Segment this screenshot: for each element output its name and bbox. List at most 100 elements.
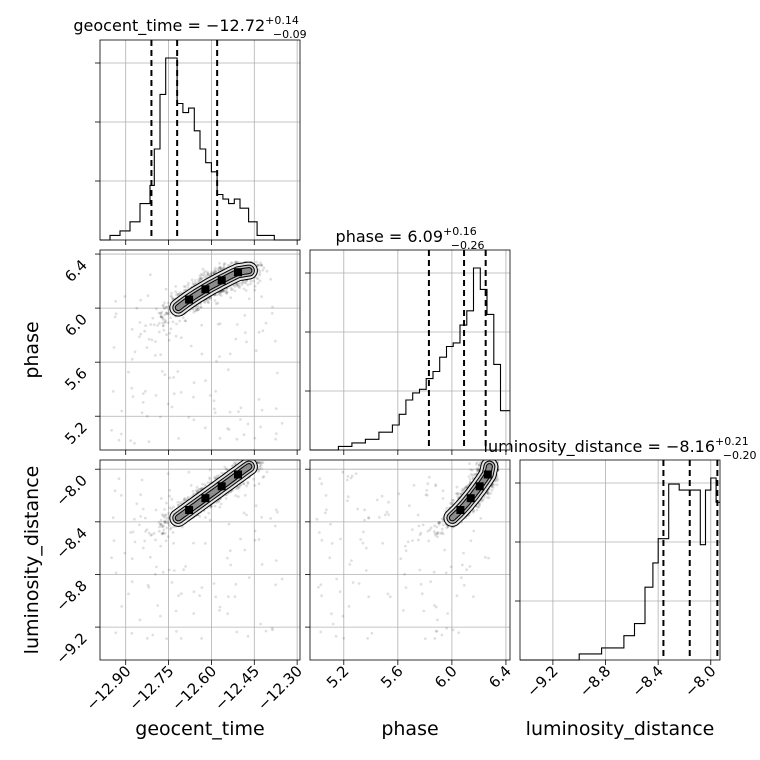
sample-point: [239, 537, 242, 541]
sample-point: [433, 524, 436, 528]
sample-point: [246, 480, 250, 484]
sample-point: [258, 272, 262, 276]
sample-point: [190, 278, 194, 282]
sample-point: [236, 284, 240, 288]
sample-point: [249, 282, 253, 286]
sample-point: [159, 315, 163, 319]
sample-point: [146, 583, 150, 587]
sample-point: [276, 371, 279, 375]
sample-point: [127, 592, 130, 596]
sample-point: [226, 612, 230, 616]
sample-point: [257, 274, 261, 277]
sample-point: [214, 302, 218, 306]
sample-point: [174, 334, 178, 338]
tick-label-luminosity-distance: −8.8: [52, 577, 90, 615]
hist-phase: [310, 267, 510, 451]
sample-point: [175, 293, 178, 297]
sample-point: [233, 289, 237, 293]
sample-point: [219, 265, 222, 269]
sample-point: [270, 312, 274, 315]
sample-point: [171, 320, 175, 324]
sample-point: [154, 538, 157, 542]
sample-point: [419, 582, 423, 586]
sample-point: [234, 494, 238, 497]
tick-label-geocent-time: −12.90: [83, 662, 135, 714]
sample-point: [226, 290, 229, 294]
sample-point: [213, 407, 216, 411]
sample-point: [176, 370, 180, 373]
sample-point: [159, 523, 162, 526]
sample-point: [138, 618, 142, 622]
sample-point: [478, 502, 481, 506]
sample-point: [367, 516, 370, 520]
sample-point: [460, 489, 464, 493]
sample-point: [138, 523, 141, 527]
sample-point: [161, 514, 165, 518]
sample-point: [426, 482, 430, 486]
sample-point: [195, 488, 198, 492]
sample-point: [140, 478, 144, 482]
sample-point: [131, 395, 135, 398]
sample-point: [246, 422, 250, 426]
sample-point: [462, 488, 466, 492]
sample-point: [184, 319, 188, 323]
sample-point: [472, 595, 475, 599]
sample-point: [119, 494, 123, 497]
tick-label-luminosity-distance: −8.4: [628, 662, 666, 700]
sample-point: [425, 488, 429, 492]
sample-point: [320, 594, 323, 598]
sample-point: [257, 263, 261, 267]
sample-point: [199, 487, 203, 490]
sample-point: [183, 498, 186, 502]
sample-point: [370, 631, 374, 635]
sample-point: [456, 492, 459, 496]
grid-phase-hist: [310, 250, 510, 450]
sample-point: [471, 476, 475, 480]
sample-point: [144, 324, 148, 328]
sample-point: [329, 522, 332, 526]
sample-point: [239, 406, 243, 410]
sample-point: [270, 626, 274, 630]
sample-point: [218, 266, 221, 269]
sample-point: [242, 511, 246, 515]
sample-point: [186, 497, 190, 500]
sample-point: [418, 568, 422, 572]
sample-point: [155, 565, 158, 569]
sample-point: [273, 524, 277, 528]
sample-point: [229, 296, 233, 299]
sample-point: [130, 327, 134, 331]
sample-point: [419, 531, 423, 535]
sample-point: [238, 281, 242, 285]
sample-point: [256, 263, 260, 267]
sample-point: [440, 633, 444, 637]
sample-point: [170, 497, 174, 501]
sample-point: [323, 511, 327, 515]
sample-point: [147, 585, 151, 589]
sample-point: [157, 330, 161, 334]
sample-point: [145, 414, 149, 418]
ticks-distance-vs-phase: [305, 468, 507, 665]
sample-point: [472, 473, 476, 476]
sample-point: [408, 504, 411, 508]
sample-point: [243, 493, 247, 497]
sample-point: [182, 285, 186, 288]
sample-point: [237, 495, 240, 499]
sample-point: [157, 529, 161, 533]
xlabel-luminosity-distance: luminosity_distance: [526, 718, 715, 740]
sample-point: [218, 261, 222, 265]
sample-point: [222, 266, 225, 270]
sample-point: [187, 415, 191, 419]
sample-point: [367, 595, 371, 599]
sample-point: [229, 286, 233, 290]
density-peak: [185, 506, 194, 514]
sample-point: [219, 291, 223, 294]
sample-point: [479, 517, 483, 520]
sample-point: [397, 492, 401, 496]
sample-point: [163, 532, 167, 535]
sample-point: [149, 555, 152, 559]
sample-point: [215, 293, 219, 297]
grid-distance-vs-phase: [310, 460, 510, 660]
sample-point: [348, 563, 352, 566]
ticks-phase-vs-geocent-time: [95, 253, 298, 455]
ticks-luminosity-distance-hist: [515, 482, 712, 665]
